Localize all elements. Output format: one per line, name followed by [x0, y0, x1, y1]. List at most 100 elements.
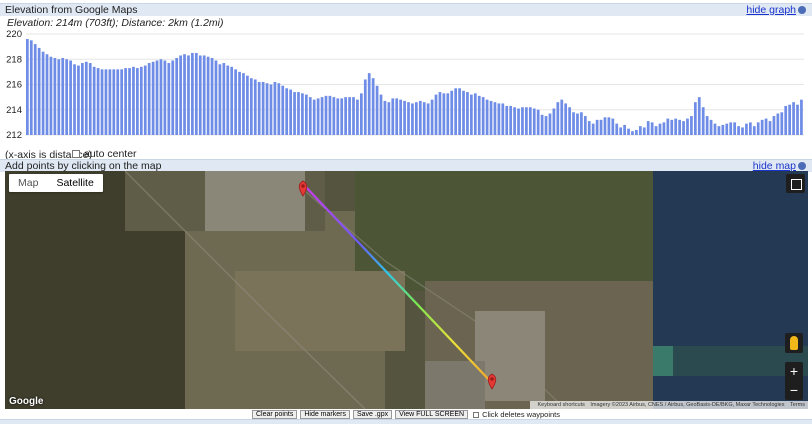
elevation-bar[interactable] — [513, 107, 516, 135]
elevation-bar[interactable] — [234, 69, 237, 135]
elevation-bar[interactable] — [293, 92, 296, 135]
elevation-bar[interactable] — [635, 129, 638, 135]
elevation-bar[interactable] — [599, 119, 603, 135]
elevation-bar[interactable] — [532, 108, 536, 135]
elevation-bar[interactable] — [713, 123, 717, 135]
elevation-bar[interactable] — [104, 69, 108, 135]
elevation-bar[interactable] — [752, 126, 756, 135]
elevation-bar[interactable] — [175, 57, 179, 135]
elevation-bar[interactable] — [132, 66, 135, 135]
elevation-bar[interactable] — [206, 56, 210, 136]
elevation-bar[interactable] — [682, 121, 685, 135]
hide-map-link[interactable]: hide map — [753, 160, 806, 172]
elevation-bar[interactable] — [61, 57, 65, 135]
elevation-bar[interactable] — [525, 107, 528, 135]
elevation-bar[interactable] — [249, 78, 253, 135]
elevation-bar[interactable] — [674, 118, 678, 135]
elevation-bar[interactable] — [285, 88, 289, 135]
elevation-bar[interactable] — [477, 95, 481, 135]
elevation-bar[interactable] — [147, 63, 151, 135]
elevation-bar[interactable] — [304, 94, 308, 135]
auto-center-toggle[interactable]: auto center — [72, 148, 137, 160]
elevation-bar[interactable] — [603, 117, 607, 135]
elevation-bar[interactable] — [194, 52, 198, 135]
elevation-bar[interactable] — [426, 103, 430, 135]
elevation-bar[interactable] — [344, 97, 347, 136]
elevation-bar[interactable] — [183, 54, 186, 136]
elevation-bar[interactable] — [316, 98, 320, 135]
elevation-bar[interactable] — [163, 60, 167, 136]
elevation-bar[interactable] — [155, 60, 159, 136]
elevation-bar[interactable] — [505, 105, 509, 135]
elevation-bar[interactable] — [26, 39, 29, 135]
elevation-bar[interactable] — [77, 65, 80, 135]
elevation-bar[interactable] — [737, 126, 740, 135]
elevation-bar[interactable] — [764, 118, 768, 135]
elevation-bar[interactable] — [81, 63, 84, 135]
elevation-bar[interactable] — [387, 102, 391, 135]
elevation-bar[interactable] — [595, 119, 599, 135]
elevation-bar[interactable] — [415, 102, 418, 135]
pegman-icon[interactable] — [785, 333, 803, 353]
elevation-bar[interactable] — [100, 69, 104, 135]
elevation-bar[interactable] — [729, 122, 733, 136]
save-gpx-button[interactable]: Save .gpx — [352, 410, 393, 419]
elevation-bar[interactable] — [45, 54, 49, 136]
elevation-bar[interactable] — [733, 122, 736, 136]
satellite-imagery[interactable] — [5, 171, 808, 409]
elevation-bar[interactable] — [792, 102, 795, 135]
elevation-bar[interactable] — [564, 103, 568, 135]
elevation-bar[interactable] — [230, 66, 234, 135]
map-type-satellite[interactable]: Satellite — [56, 177, 94, 189]
elevation-bar[interactable] — [379, 94, 383, 135]
elevation-bar[interactable] — [41, 51, 45, 135]
elevation-bar[interactable] — [611, 118, 615, 135]
elevation-bar[interactable] — [218, 64, 222, 135]
elevation-bar[interactable] — [371, 78, 375, 135]
elevation-bar[interactable] — [33, 44, 37, 135]
elevation-bar[interactable] — [587, 121, 591, 135]
elevation-bar[interactable] — [116, 69, 120, 135]
elevation-bar[interactable] — [320, 97, 324, 136]
elevation-bar[interactable] — [226, 65, 230, 135]
map-type-map[interactable]: Map — [18, 177, 39, 189]
elevation-bar[interactable] — [159, 59, 163, 135]
elevation-bar[interactable] — [709, 119, 713, 135]
elevation-bar[interactable] — [701, 107, 705, 135]
elevation-bar[interactable] — [167, 63, 171, 135]
hide-graph-link[interactable]: hide graph — [746, 4, 806, 16]
elevation-bar[interactable] — [403, 100, 406, 135]
elevation-bar[interactable] — [631, 131, 634, 135]
elevation-bar[interactable] — [261, 81, 265, 135]
elevation-bar[interactable] — [383, 100, 387, 135]
elevation-bar[interactable] — [277, 83, 281, 135]
elevation-bar[interactable] — [422, 102, 426, 135]
clear-points-button[interactable]: Clear points — [251, 410, 298, 419]
elevation-bar[interactable] — [745, 123, 748, 135]
elevation-bar[interactable] — [430, 99, 434, 135]
elevation-bar[interactable] — [120, 69, 124, 135]
end-marker-icon[interactable] — [487, 373, 497, 390]
zoom-in-button[interactable]: + — [789, 363, 799, 379]
elevation-bar[interactable] — [548, 113, 552, 135]
elevation-bar[interactable] — [450, 90, 454, 135]
elevation-bar[interactable] — [576, 113, 579, 135]
elevation-bar[interactable] — [281, 85, 285, 135]
elevation-bar[interactable] — [442, 93, 446, 135]
elevation-bar[interactable] — [312, 99, 316, 135]
elevation-bar[interactable] — [328, 95, 332, 135]
elevation-bar[interactable] — [583, 116, 587, 135]
elevation-bar[interactable] — [497, 103, 501, 135]
elevation-bar[interactable] — [179, 55, 182, 135]
elevation-bar[interactable] — [301, 93, 304, 135]
elevation-bar[interactable] — [470, 94, 473, 135]
elevation-bar[interactable] — [638, 126, 642, 135]
elevation-bar[interactable] — [128, 68, 131, 135]
elevation-bar[interactable] — [37, 47, 41, 135]
elevation-bar[interactable] — [509, 105, 513, 135]
elevation-bar[interactable] — [73, 64, 76, 135]
elevation-bar[interactable] — [340, 98, 344, 135]
elevation-bar[interactable] — [615, 123, 619, 135]
elevation-bar[interactable] — [289, 89, 292, 135]
elevation-bar[interactable] — [139, 66, 143, 135]
